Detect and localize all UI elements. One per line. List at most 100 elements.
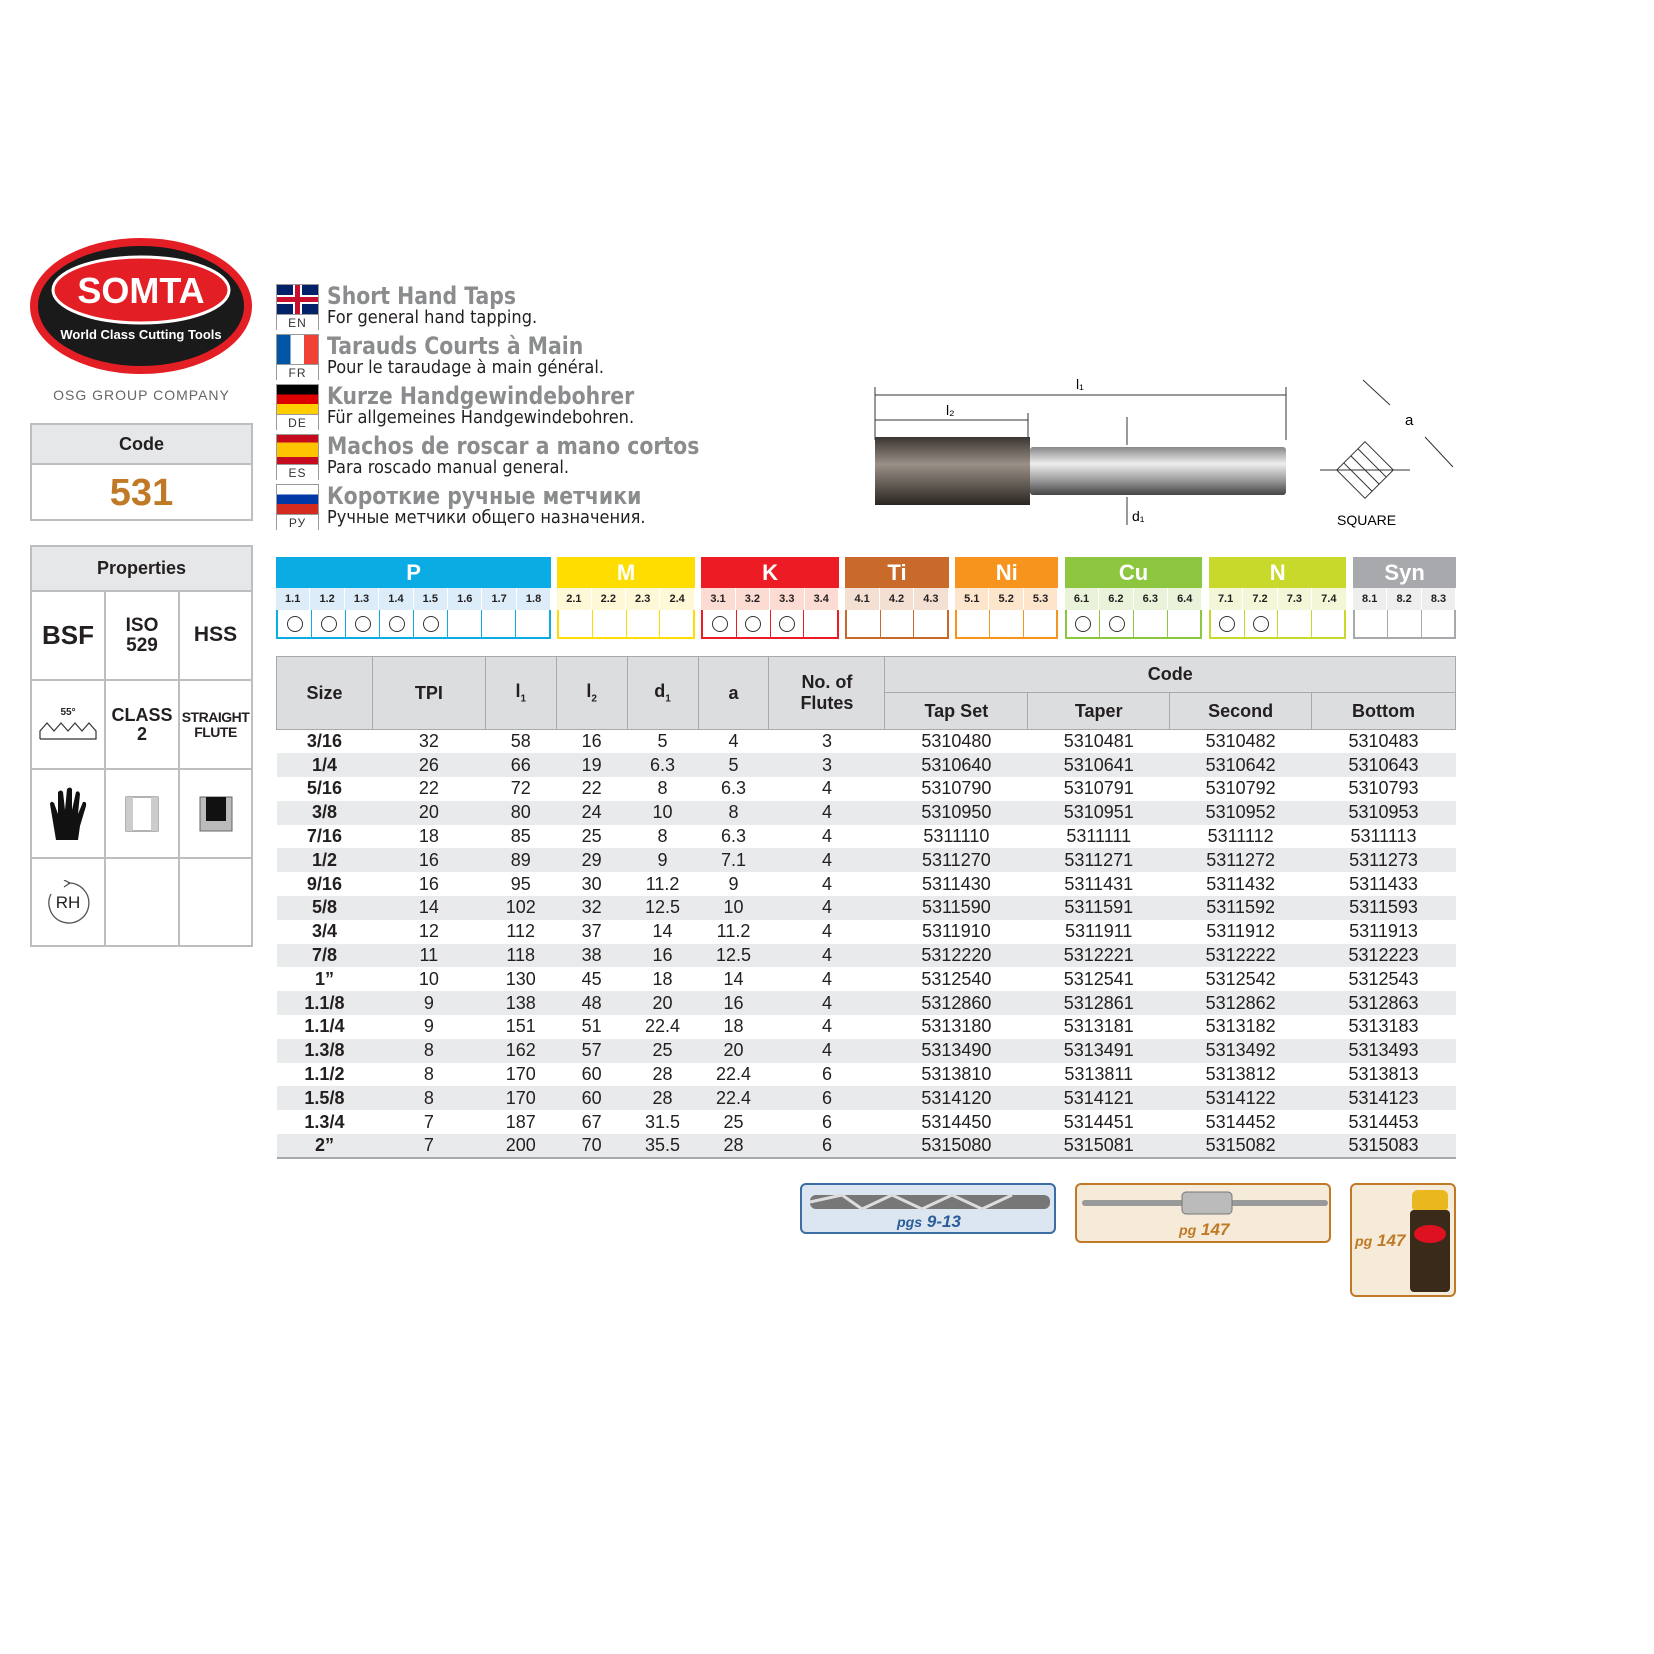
table-cell: 4 xyxy=(821,968,832,989)
language-4: РУ Короткие ручные метчики Ручные метчик… xyxy=(276,482,696,530)
table-cell: 5313182 xyxy=(1205,1016,1276,1037)
table-cell: 22.4 xyxy=(698,1086,769,1111)
accessory-tap-wrench[interactable]: pg 147 xyxy=(1075,1183,1331,1243)
table-cell: 32 xyxy=(418,731,439,752)
code-box: Code 531 xyxy=(30,423,253,521)
table-cell: 5312862 xyxy=(1169,991,1312,1016)
header-flutes: No. of Flutes xyxy=(768,656,886,730)
material-subgroup: 2.1 xyxy=(557,588,592,610)
material-group-label: Ti xyxy=(845,557,949,588)
material-subgroup: 1.2 xyxy=(310,588,345,610)
table-cell: 5312860 xyxy=(884,991,1028,1016)
svg-text:World Class Cutting Tools: World Class Cutting Tools xyxy=(60,327,221,342)
table-cell: 28 xyxy=(627,1086,699,1111)
table-cell: 5311113 xyxy=(1350,826,1417,847)
table-cell: 7.1 xyxy=(698,848,769,873)
suitability-cell xyxy=(1278,610,1312,637)
table-cell: 10 xyxy=(418,968,439,989)
material-subgroup: 1.4 xyxy=(379,588,414,610)
table-cell: 5310790 xyxy=(921,778,992,799)
table-cell: 5311432 xyxy=(1206,873,1275,894)
accessory-page-prefix: pg xyxy=(1179,1223,1197,1239)
suitability-cell xyxy=(847,610,881,637)
language-3: ES Machos de roscar a mano cortos Para r… xyxy=(276,432,700,480)
material-group-cu: Cu 6.1 6.2 6.3 6.4 xyxy=(1064,557,1203,639)
tool-material: HSS xyxy=(180,592,251,681)
material-subgroup: 7.4 xyxy=(1312,588,1347,610)
table-cell: 1.1/8 xyxy=(276,991,373,1016)
table-row: 1.1/2 8 170 60 28 22.4 6 5313810 5313811 5313812 5… xyxy=(277,1063,1456,1087)
suitable-circle-icon xyxy=(711,615,728,632)
table-cell: 5314452 xyxy=(1205,1111,1276,1132)
material-group-label: P xyxy=(276,557,552,588)
code-label: Code xyxy=(32,425,251,465)
table-cell: 6 xyxy=(821,1064,832,1085)
rotation-icon: RH xyxy=(32,859,106,946)
flag-icon: РУ xyxy=(276,484,319,530)
table-cell: 58 xyxy=(510,731,531,752)
material-subgroup: 3.1 xyxy=(701,588,736,610)
table-cell: 5313812 xyxy=(1205,1064,1276,1085)
table-row: 1.3/8 8 162 57 25 20 4 5313490 5313491 5313492 531… xyxy=(276,1038,1456,1063)
accessory-pages: 9-13 xyxy=(926,1212,961,1231)
table-cell: 6 xyxy=(768,1086,885,1111)
table-cell: 4 xyxy=(821,873,832,894)
material-subgroup: 6.4 xyxy=(1168,588,1203,610)
table-cell: 5314123 xyxy=(1311,1086,1456,1111)
flag-icon: DE xyxy=(276,384,319,430)
table-row: 2” 7 200 70 35.5 28 6 5315080 5315081 5315082 5315… xyxy=(276,1134,1456,1159)
table-cell: 5310793 xyxy=(1348,778,1419,799)
table-cell: 8 xyxy=(423,1064,434,1085)
material-subgroup: 2.4 xyxy=(660,588,695,610)
table-cell: 5313181 xyxy=(1063,1016,1134,1037)
table-cell: 5313490 xyxy=(884,1038,1028,1063)
suitability-cell xyxy=(627,610,661,637)
suitability-cell xyxy=(804,610,837,637)
empty-cell xyxy=(180,859,251,946)
table-cell: 1.5/8 xyxy=(276,1086,373,1111)
code-value: 531 xyxy=(109,472,174,514)
material-subgroup: 5.1 xyxy=(955,588,990,610)
language-code: РУ xyxy=(277,514,318,530)
material-group-k: K 3.1 3.2 3.3 3.4 xyxy=(701,557,839,639)
table-cell: 5314450 xyxy=(921,1111,992,1132)
table-cell: 85 xyxy=(510,826,531,847)
table-cell: 1/4 xyxy=(276,753,373,778)
table-cell: 5311911 xyxy=(1065,921,1133,942)
table-cell: 95 xyxy=(510,873,531,894)
thread-angle-icon: 55° xyxy=(32,681,106,770)
header-l1: l1 xyxy=(484,656,557,730)
blind-hole-icon xyxy=(180,770,251,859)
table-cell: 138 xyxy=(485,991,557,1016)
material-subgroup: 4.3 xyxy=(914,588,949,610)
table-cell: 5311270 xyxy=(884,848,1028,873)
accessory-cutting-fluid[interactable]: pg 147 xyxy=(1350,1183,1456,1297)
material-subgroup: 8.3 xyxy=(1422,588,1457,610)
table-cell: 48 xyxy=(556,991,628,1016)
material-group-syn: Syn 8.1 8.2 8.3 xyxy=(1353,557,1457,639)
table-cell: 5/8 xyxy=(276,896,373,920)
material-group-label: Cu xyxy=(1064,557,1203,588)
table-cell: 5313492 xyxy=(1169,1038,1312,1063)
table-cell: 80 xyxy=(485,800,557,825)
product-subtitle: Para roscado manual general. xyxy=(327,457,570,478)
suitability-cell xyxy=(737,610,771,637)
svg-text:SOMTA: SOMTA xyxy=(77,270,204,311)
tap-diagram: l₁ l₂ d₁ a SQUARE xyxy=(870,375,1460,535)
language-1: FR Tarauds Courts à Main Pour le tarauda… xyxy=(276,332,696,380)
suitability-cell xyxy=(1134,610,1168,637)
table-cell: 5311431 xyxy=(1064,873,1134,894)
l1-label: l₁ xyxy=(1076,376,1084,392)
suitability-cell xyxy=(593,610,627,637)
product-title: Machos de roscar a mano cortos xyxy=(327,432,700,460)
material-group-label: N xyxy=(1208,557,1347,588)
language-2: DE Kurze Handgewindebohrer Für allgemein… xyxy=(276,382,696,430)
table-cell: 187 xyxy=(505,1111,536,1132)
suitability-cell xyxy=(1100,610,1135,637)
table-cell: 5310640 xyxy=(884,753,1028,778)
accessory-drill[interactable]: pgs 9-13 xyxy=(800,1183,1056,1234)
table-cell: 5312221 xyxy=(1027,943,1170,968)
product-subtitle: Für allgemeines Handgewindebohren. xyxy=(327,407,635,428)
table-cell: 16 xyxy=(698,991,769,1016)
table-cell: 4 xyxy=(768,991,885,1016)
